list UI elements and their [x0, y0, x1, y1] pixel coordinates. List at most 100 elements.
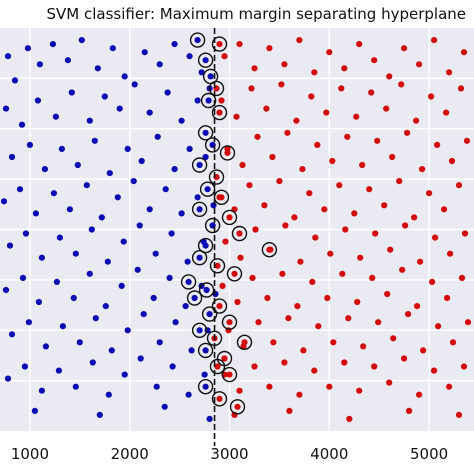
point-s1-22 — [293, 117, 300, 124]
support-vector-ring-6 — [211, 104, 228, 121]
x-tick-label-4: 5000 — [410, 445, 448, 463]
point-s1-108 — [315, 323, 322, 330]
point-s1-127 — [341, 359, 348, 366]
point-s0-70 — [19, 274, 27, 281]
support-vector-ring-12 — [199, 181, 216, 197]
point-s1-104 — [255, 319, 262, 326]
point-s0-92 — [156, 339, 163, 346]
point-s1-123 — [281, 359, 288, 366]
point-s1-78 — [372, 230, 379, 237]
point-s0-62 — [104, 258, 111, 265]
point-s0-96 — [4, 375, 12, 382]
support-vector-point-24 — [203, 286, 210, 294]
point-s1-111 — [360, 343, 367, 350]
point-s1-83 — [447, 250, 454, 257]
point-s1-87 — [249, 274, 256, 281]
point-s1-12 — [401, 45, 408, 52]
point-s1-92 — [324, 294, 331, 302]
point-s1-99 — [429, 278, 436, 285]
point-s1-61 — [366, 186, 373, 193]
point-s0-105 — [153, 383, 160, 390]
point-s1-130 — [386, 379, 393, 386]
point-s1-27 — [368, 89, 375, 96]
point-s1-44 — [374, 137, 381, 144]
chart-title: SVM classifier: Maximum margin separatin… — [46, 5, 466, 23]
point-s0-12 — [171, 41, 178, 48]
support-vector-point-25 — [191, 294, 198, 302]
point-s0-31 — [41, 166, 49, 173]
point-s1-33 — [457, 85, 465, 92]
point-s0-20 — [86, 117, 93, 124]
point-s1-117 — [449, 339, 457, 346]
point-s0-99 — [55, 367, 63, 374]
support-vector-point-15 — [226, 214, 233, 221]
point-s1-14 — [431, 37, 438, 44]
support-vector-ring-32 — [197, 342, 214, 359]
point-s0-57 — [22, 230, 29, 237]
support-vector-point-31 — [241, 339, 248, 346]
point-s1-8 — [341, 65, 348, 72]
point-s0-39 — [171, 166, 178, 173]
point-s1-19 — [248, 85, 255, 92]
point-s0-23 — [131, 81, 138, 88]
point-s1-65 — [426, 190, 433, 197]
point-s1-46 — [404, 129, 411, 136]
point-s0-66 — [168, 230, 175, 237]
support-vector-ring-38 — [229, 399, 246, 415]
point-s1-81 — [417, 258, 424, 265]
point-s0-58 — [38, 254, 46, 261]
point-s1-121 — [251, 363, 258, 370]
point-s1-59 — [336, 182, 343, 189]
support-vector-point-19 — [266, 246, 273, 253]
point-s1-82 — [432, 234, 439, 241]
point-s0-75 — [102, 303, 109, 310]
support-vector-point-29 — [196, 327, 203, 334]
point-s1-106 — [285, 315, 292, 322]
support-vector-ring-36 — [197, 379, 214, 395]
point-s1-139 — [406, 407, 413, 414]
support-vector-point-6 — [216, 109, 223, 116]
point-s0-59 — [56, 234, 64, 241]
point-s1-113 — [390, 335, 397, 342]
point-s1-30 — [413, 117, 420, 124]
point-s1-38 — [284, 129, 291, 136]
support-vector-point-20 — [196, 254, 203, 261]
point-s0-0 — [4, 53, 12, 60]
point-s1-73 — [297, 258, 304, 265]
point-s0-98 — [38, 387, 46, 394]
data-points — [0, 37, 472, 422]
support-vector-point-32 — [202, 347, 209, 354]
point-s1-101 — [458, 274, 466, 281]
point-s1-77 — [357, 254, 364, 261]
point-s0-112 — [206, 415, 213, 422]
point-s1-36 — [254, 133, 261, 140]
support-vector-ring-19 — [261, 241, 278, 258]
support-vector-point-23 — [185, 278, 192, 285]
point-s1-122 — [266, 383, 273, 390]
point-s0-55 — [210, 202, 217, 209]
point-s0-83 — [8, 331, 16, 338]
point-s1-115 — [420, 347, 427, 354]
support-vector-point-9 — [224, 149, 231, 156]
point-s0-93 — [172, 319, 179, 326]
point-s0-60 — [72, 250, 79, 257]
point-s1-10 — [371, 57, 378, 64]
support-vector-ring-29 — [191, 322, 208, 338]
support-vector-point-37 — [216, 395, 223, 402]
point-s1-49 — [448, 157, 456, 165]
point-s1-140 — [455, 411, 463, 418]
support-vector-point-7 — [202, 129, 209, 136]
point-s1-39 — [299, 166, 306, 173]
point-s0-71 — [35, 298, 43, 306]
point-s1-79 — [387, 246, 394, 253]
point-s0-47 — [83, 182, 90, 189]
support-vector-point-33 — [221, 355, 228, 362]
point-s1-109 — [330, 339, 337, 346]
point-s1-125 — [311, 367, 318, 374]
point-s0-5 — [64, 57, 71, 64]
point-s1-63 — [396, 178, 403, 185]
support-vector-ring-5 — [200, 92, 217, 109]
support-vector-ring-31 — [236, 334, 253, 350]
support-vector-ring-14 — [191, 201, 208, 218]
support-vector-point-36 — [202, 383, 209, 390]
